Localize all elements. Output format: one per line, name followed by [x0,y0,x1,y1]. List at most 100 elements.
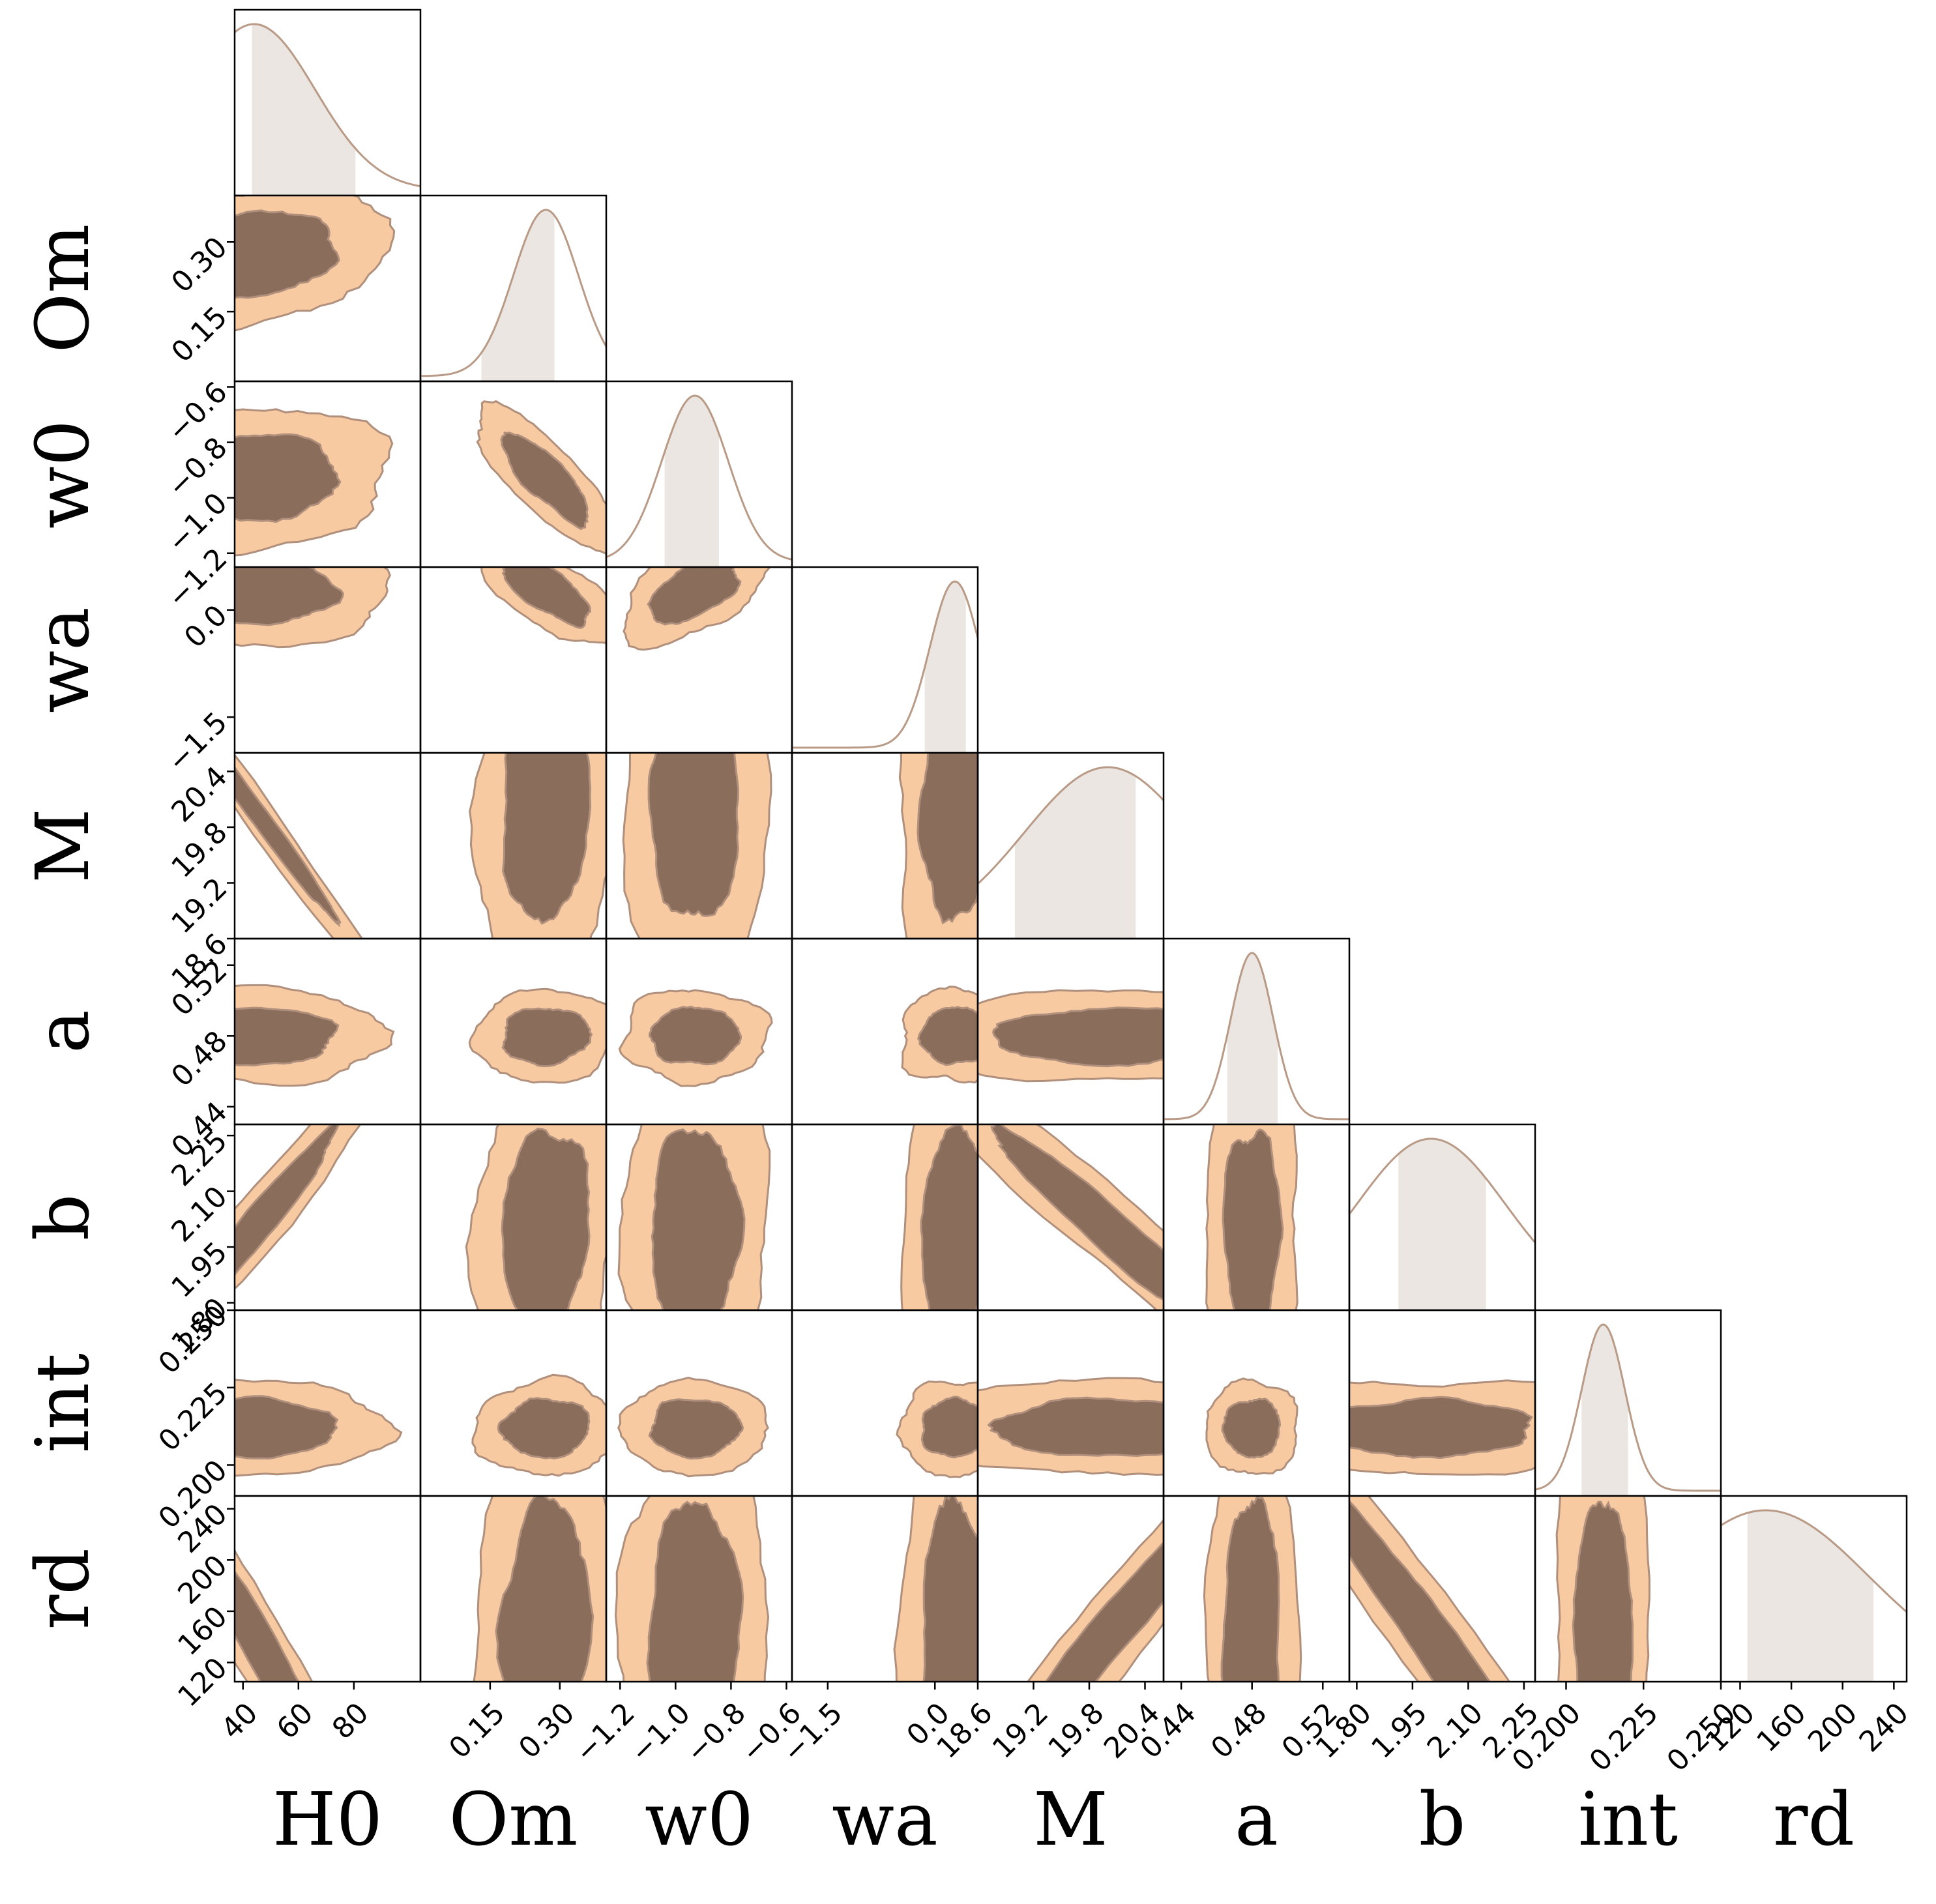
contour-68-rd-H0 [235,1570,300,1682]
y-axis-title-Om: Om [21,224,106,353]
y-tick-label-rd: 120 [171,1651,233,1713]
contour-68-b-H0 [235,1124,340,1276]
y-tick-label-w0: −0.8 [161,431,234,504]
y-tick-label-rd: 200 [171,1549,233,1611]
marginal-hdi-band-wa [924,581,966,753]
contour-68-a-wa [917,1006,978,1066]
pair-panel-a-M [978,989,1164,1083]
y-tick-label-w0: −0.6 [161,375,234,448]
contour-68-b-wa [920,1124,978,1310]
pair-panel-M-w0 [622,753,772,939]
contour-68-b-w0 [651,1128,746,1310]
x-tick-label-w0: −1.0 [624,1697,697,1770]
contour-68-b-M [990,1124,1164,1301]
marginal-hdi-band-a [1227,953,1278,1124]
marginal-curve-a [1164,952,1349,1120]
x-tick-label-M: 19.2 [986,1697,1055,1765]
pair-panel-int-H0 [235,1379,403,1477]
y-axis-title-rd: rd [21,1548,106,1630]
pair-panel-rd-M [1026,1518,1164,1682]
contour-68-a-w0 [648,1005,742,1066]
contour-68-wa-H0 [235,567,344,626]
pair-panel-w0-Om [476,400,606,555]
contour-68-rd-w0 [646,1501,744,1682]
contour-68-M-w0 [647,753,740,917]
contour-68-wa-w0 [647,567,742,626]
x-axis-title-w0: w0 [645,1778,754,1862]
y-tick-label-Om: 0.15 [165,300,233,369]
marginal-curve-H0 [235,23,420,188]
x-axis-title-Om: Om [448,1778,578,1862]
pair-panel-a-wa [901,986,978,1084]
marginal-hdi-band-rd [1747,1510,1874,1682]
pair-panel-int-b [1349,1379,1535,1476]
contour-68-a-Om [501,1007,593,1068]
pair-panel-rd-a [1203,1496,1302,1682]
y-tick-label-w0: −1.0 [161,486,234,559]
contour-68-a-H0 [235,1006,340,1067]
contour-68-int-b [1349,1396,1533,1459]
y-axis-title-wa: wa [21,607,106,713]
pair-panel-rd-H0 [235,1548,314,1682]
contour-68-M-wa [917,753,978,925]
x-axis-title-rd: rd [1773,1778,1855,1862]
y-tick-label-rd: 160 [171,1600,233,1662]
x-tick-label-rd: 200 [1802,1697,1864,1759]
contour-68-int-a [1221,1398,1282,1459]
contour-68-rd-Om [495,1496,594,1682]
pair-panel-b-w0 [617,1124,771,1310]
x-axis-title-wa: wa [832,1778,938,1862]
y-tick-label-b: 1.95 [165,1236,233,1304]
y-tick-label-w0: −1.2 [161,542,234,615]
contour-95-rd-b [1349,1496,1511,1682]
marginal-hdi-band-H0 [252,24,356,196]
pair-panel-b-Om [465,1124,606,1310]
marginal-curve-wa [792,580,978,749]
contour-68-rd-wa [922,1496,978,1682]
x-axis-title-int: int [1578,1778,1678,1862]
contour-95-b-H0 [235,1124,362,1291]
x-tick-label-Om: 0.30 [512,1697,581,1765]
contour-68-b-a [1222,1128,1284,1310]
contour-68-rd-M [1044,1541,1164,1682]
contour-95-M-H0 [235,754,364,939]
pair-panel-rd-int [1555,1496,1650,1682]
x-tick-label-rd: 240 [1853,1697,1915,1759]
y-tick-label-wa: −1.5 [161,706,234,779]
marginal-panel-M [978,766,1164,939]
y-tick-label-b: 2.10 [165,1180,233,1248]
pair-panel-int-Om [471,1373,606,1477]
y-tick-label-a: 0.48 [165,1025,233,1093]
pair-panel-rd-wa [893,1496,978,1682]
x-axis-title-b: b [1419,1778,1466,1862]
pair-panel-Om-H0 [235,196,396,332]
pair-panel-a-w0 [618,989,773,1087]
marginal-hdi-band-Om [481,210,555,381]
x-axis-title-M: M [1033,1778,1108,1862]
pair-panel-wa-w0 [623,567,771,651]
contour-68-rd-b [1349,1499,1491,1682]
y-tick-label-M: 19.8 [165,816,233,885]
marginal-hdi-band-int [1581,1325,1628,1496]
pair-panel-a-Om [468,988,606,1084]
x-tick-label-b: 2.10 [1421,1697,1489,1765]
pair-panel-M-H0 [235,754,364,939]
contour-68-int-Om [497,1397,591,1459]
x-tick-label-H0: 80 [326,1697,375,1746]
y-axis-title-b: b [21,1194,106,1241]
x-tick-label-int: 0.225 [1583,1697,1665,1778]
pair-panel-M-Om [469,753,606,939]
x-tick-label-b: 1.95 [1365,1697,1433,1765]
y-tick-label-M: 20.4 [165,760,233,828]
marginal-hdi-band-w0 [664,396,719,567]
y-tick-label-M: 19.2 [165,871,233,940]
pair-panel-int-a [1205,1377,1298,1475]
marginal-panel-b [1349,1137,1535,1310]
marginal-panel-int [1535,1323,1721,1496]
marginal-curve-rd [1721,1509,1907,1613]
x-tick-label-w0: −1.2 [568,1697,641,1770]
marginal-curve-Om [420,209,606,377]
y-tick-label-int: 0.225 [153,1376,234,1457]
pair-panel-a-H0 [235,984,395,1087]
